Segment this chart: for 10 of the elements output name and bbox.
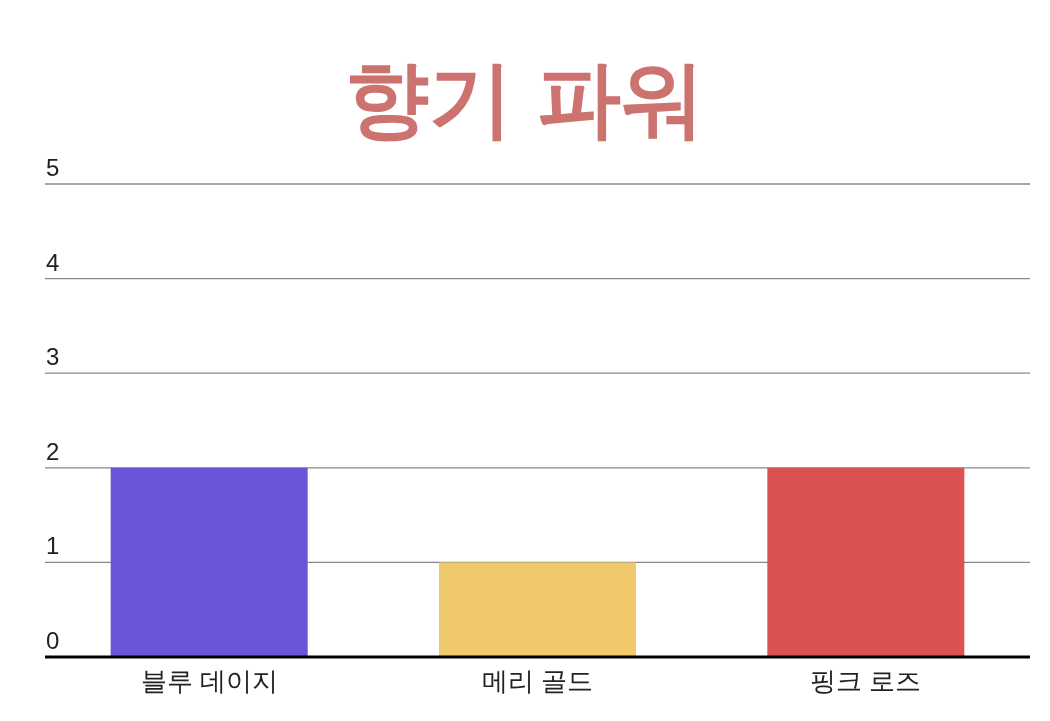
- x-tick-label: 핑크 로즈: [810, 666, 922, 696]
- y-tick-label: 5: [46, 154, 60, 181]
- y-tick-label: 4: [46, 248, 60, 276]
- y-tick-label: 0: [46, 627, 60, 654]
- chart-title: 향기 파워: [345, 52, 705, 146]
- y-tick-label: 1: [46, 532, 60, 560]
- y-tick-label: 3: [46, 343, 60, 371]
- x-tick-label: 블루 데이지: [140, 666, 278, 696]
- x-tick-label: 메리 골드: [481, 666, 594, 696]
- y-tick-label: 2: [46, 437, 60, 465]
